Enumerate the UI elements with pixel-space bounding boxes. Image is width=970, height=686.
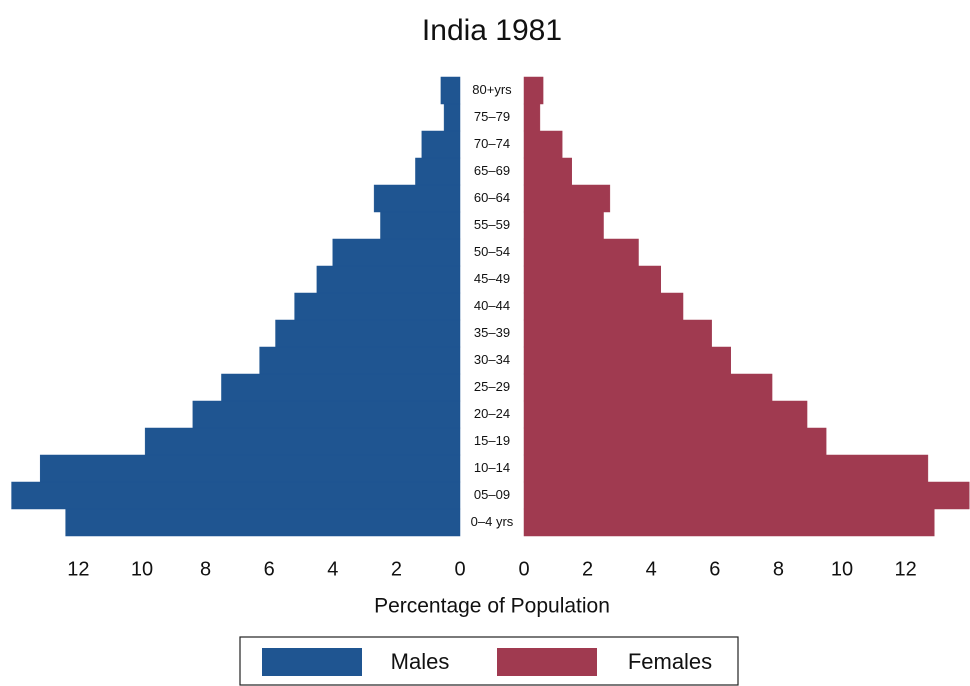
- bar: [523, 130, 563, 159]
- bar: [523, 76, 544, 105]
- bar: [316, 265, 461, 294]
- bar: [523, 238, 639, 267]
- x-tick-label: 8: [200, 558, 211, 580]
- category-label: 75–79: [474, 109, 510, 124]
- bar: [443, 103, 461, 132]
- bar: [523, 373, 773, 402]
- bar: [523, 400, 808, 429]
- category-label: 60–64: [474, 190, 510, 205]
- bar: [380, 211, 461, 240]
- category-label: 40–44: [474, 298, 510, 313]
- bar: [523, 157, 572, 186]
- bar: [259, 346, 461, 375]
- category-label: 80+yrs: [472, 82, 512, 97]
- bar: [523, 481, 970, 510]
- bar: [523, 103, 541, 132]
- x-axis-label: Percentage of Population: [374, 595, 610, 618]
- legend-swatch: [262, 648, 362, 676]
- x-tick-label: 12: [67, 558, 89, 580]
- bar: [11, 481, 461, 510]
- bar: [221, 373, 461, 402]
- x-tick-label: 6: [264, 558, 275, 580]
- x-tick-label: 6: [709, 558, 720, 580]
- bar: [523, 346, 731, 375]
- bar: [415, 157, 461, 186]
- bar: [144, 427, 461, 456]
- bar: [523, 454, 929, 483]
- category-label: 0–4 yrs: [471, 514, 514, 529]
- x-tick-label: 0: [518, 558, 529, 580]
- x-tick-label: 4: [646, 558, 657, 580]
- bar: [523, 319, 712, 348]
- legend-label: Females: [628, 649, 712, 674]
- bar: [294, 292, 461, 321]
- x-tick-label: 2: [391, 558, 402, 580]
- bar: [421, 130, 461, 159]
- x-tick-label: 10: [131, 558, 153, 580]
- bar: [440, 76, 461, 105]
- x-tick-label: 0: [454, 558, 465, 580]
- category-label: 55–59: [474, 217, 510, 232]
- category-label: 20–24: [474, 406, 510, 421]
- category-label: 30–34: [474, 352, 510, 367]
- category-label: 05–09: [474, 487, 510, 502]
- bar: [523, 427, 827, 456]
- bar: [523, 184, 611, 213]
- category-label: 45–49: [474, 271, 510, 286]
- x-tick-label: 4: [327, 558, 338, 580]
- category-label: 35–39: [474, 325, 510, 340]
- category-label: 65–69: [474, 163, 510, 178]
- category-label: 10–14: [474, 460, 510, 475]
- bar: [65, 508, 461, 537]
- bar: [523, 292, 684, 321]
- category-label: 15–19: [474, 433, 510, 448]
- x-tick-label: 8: [773, 558, 784, 580]
- legend-box: [239, 636, 739, 686]
- x-tick-label: 12: [895, 558, 917, 580]
- chart-title: India 1981: [422, 14, 562, 47]
- bar: [523, 508, 935, 537]
- bar: [523, 265, 662, 294]
- bar: [523, 211, 604, 240]
- legend-swatch: [497, 648, 597, 676]
- bar: [275, 319, 461, 348]
- category-label: 50–54: [474, 244, 510, 259]
- category-label: 25–29: [474, 379, 510, 394]
- legend-label: Males: [391, 649, 450, 674]
- x-tick-label: 10: [831, 558, 853, 580]
- category-label: 70–74: [474, 136, 510, 151]
- bar: [39, 454, 461, 483]
- bar: [192, 400, 461, 429]
- bar: [332, 238, 461, 267]
- x-tick-label: 2: [582, 558, 593, 580]
- bar: [373, 184, 461, 213]
